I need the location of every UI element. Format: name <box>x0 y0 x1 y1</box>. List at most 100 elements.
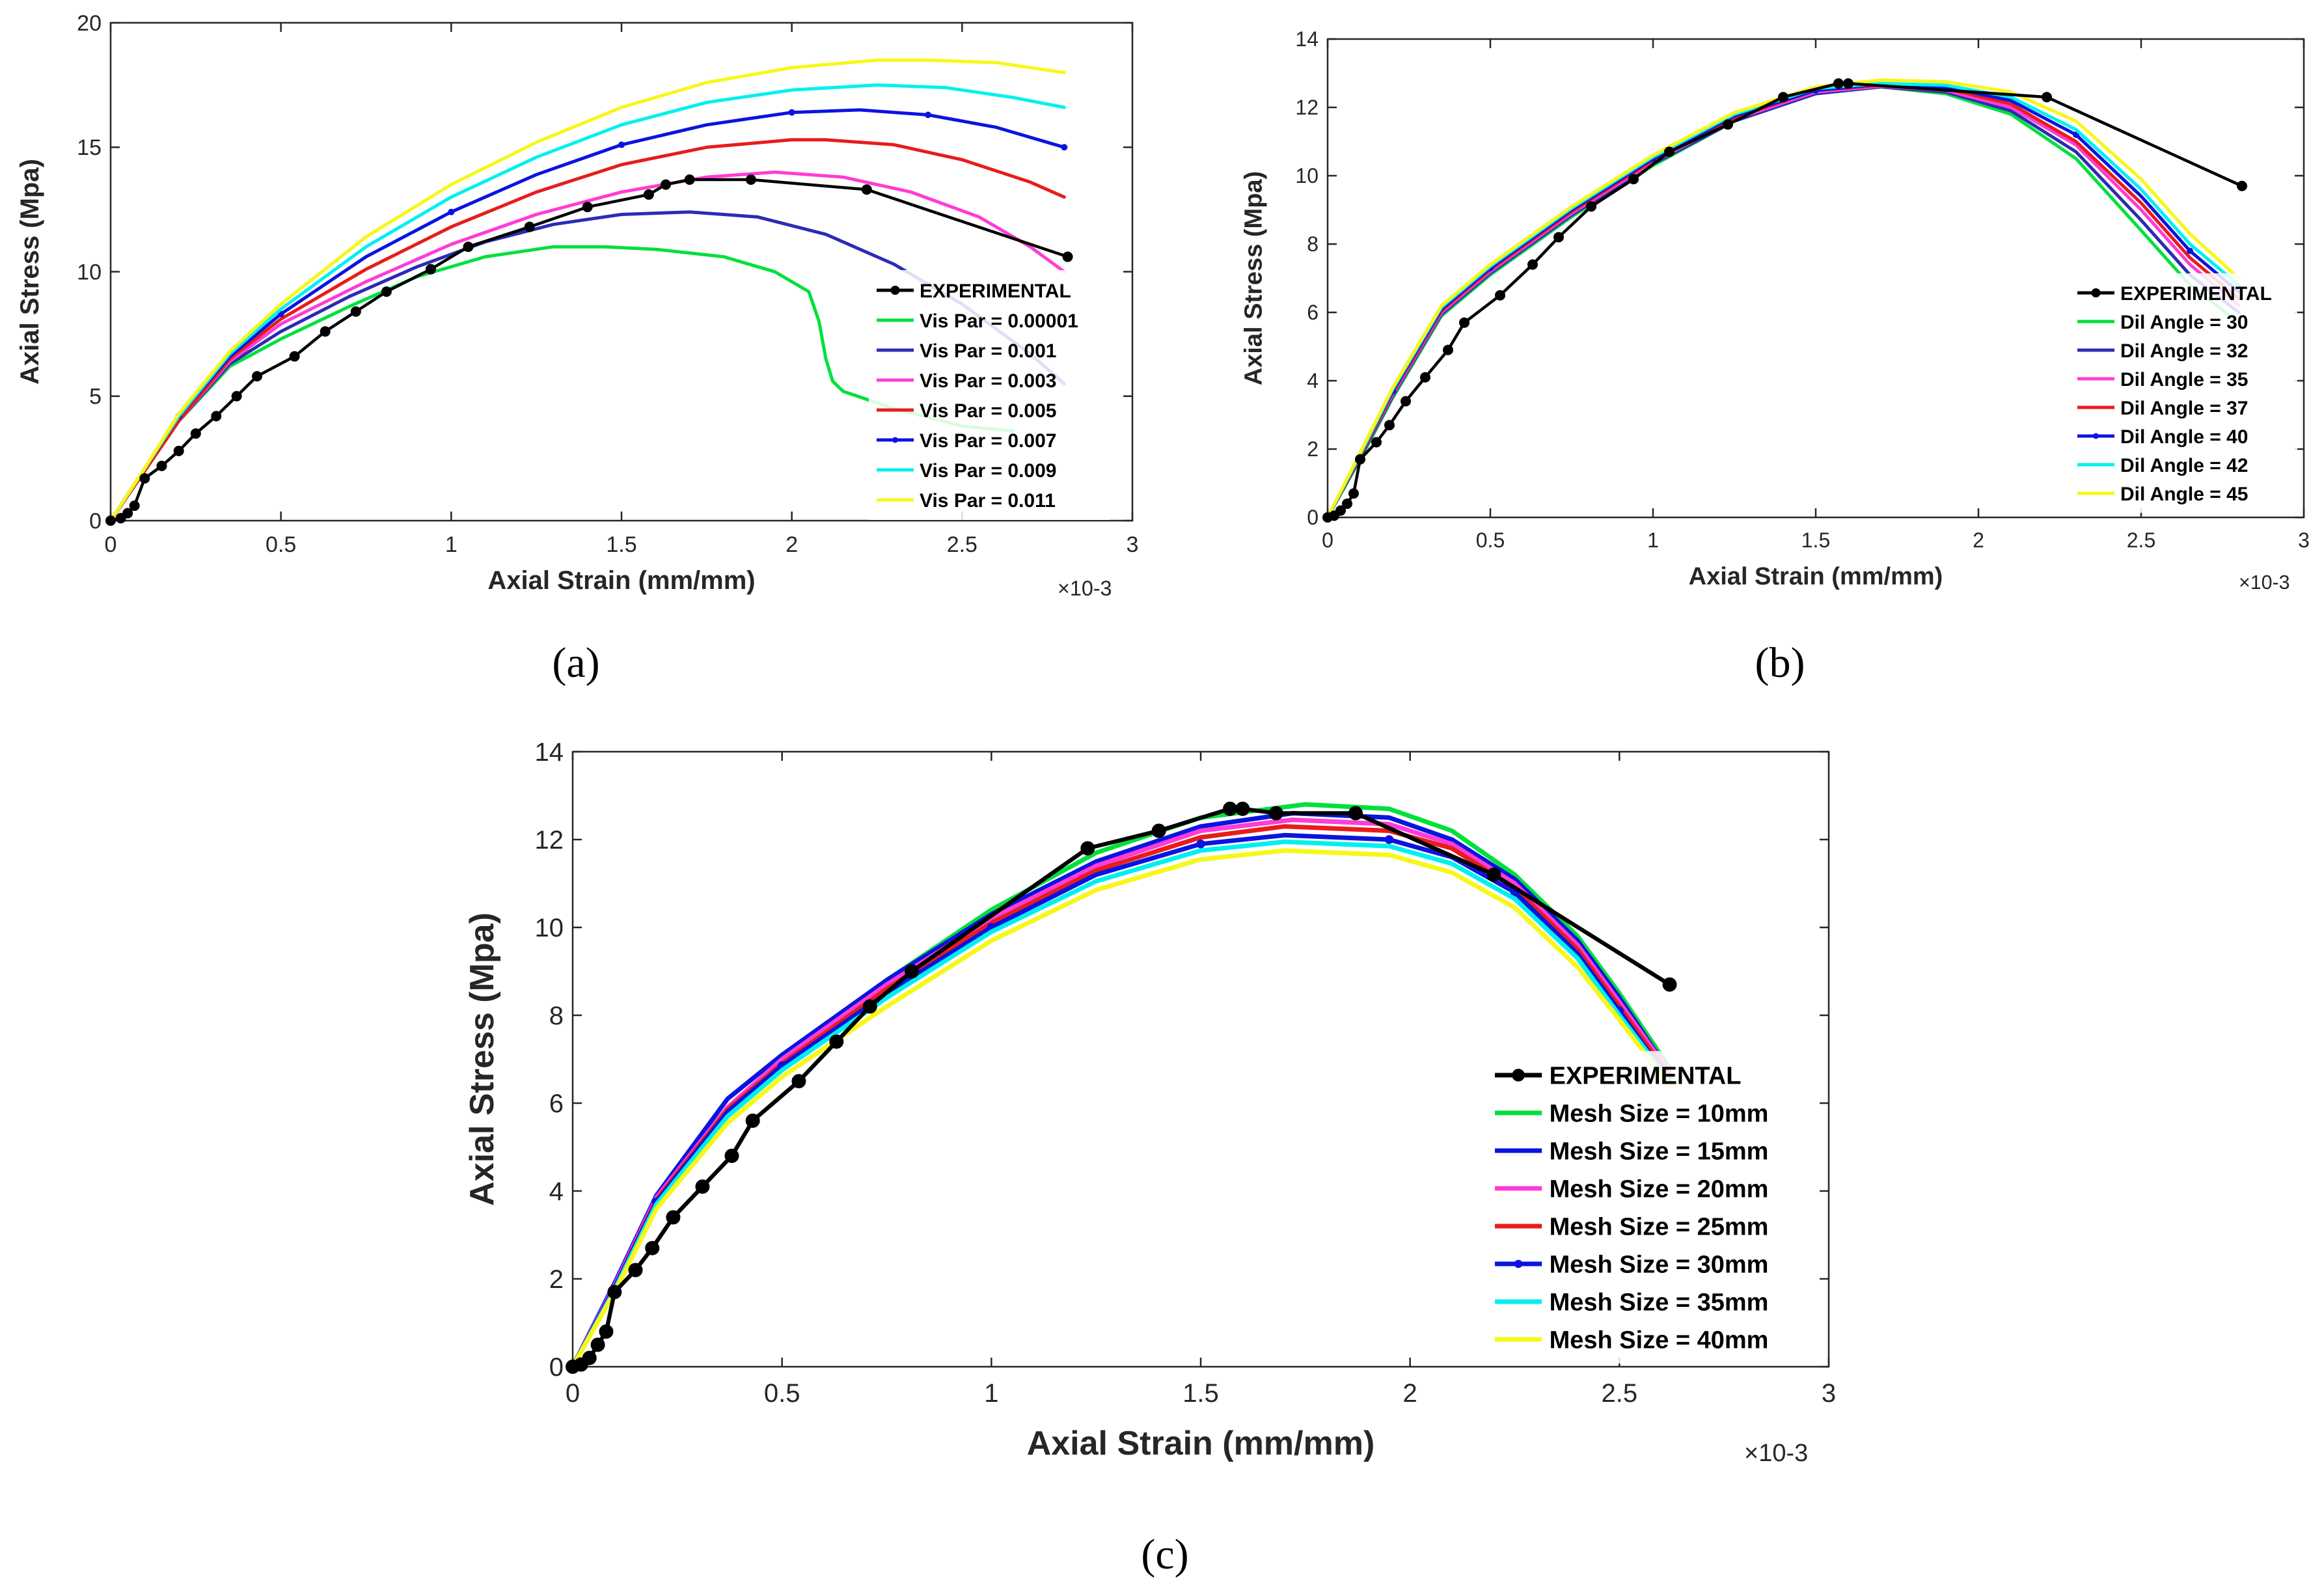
y-tick-label: 12 <box>1295 96 1319 119</box>
series-point-0 <box>231 390 242 402</box>
series-point-5 <box>788 109 795 116</box>
series-point-0 <box>1342 499 1352 509</box>
panel-c: 0 0.5 1 1.5 2 2.5 3 0 2 4 6 8 10 12 14 Axial Strain (mm… <box>463 738 1836 1578</box>
y-tick-label: 10 <box>1295 164 1319 187</box>
series-point-0 <box>2237 180 2247 191</box>
series-point-0 <box>661 179 672 190</box>
y-tick-label: 0 <box>89 509 102 534</box>
series-point-0 <box>1495 290 1505 301</box>
series-point-0 <box>1151 823 1166 838</box>
series-point-0 <box>1401 396 1411 407</box>
series-point-0 <box>599 1324 614 1339</box>
series-point-0 <box>1527 259 1538 270</box>
x-tick-label: 2 <box>1403 1379 1417 1408</box>
legend: EXPERIMENTAL Vis Par = 0.00001 Vis Par = 0… <box>869 270 1110 520</box>
legend-box <box>2070 273 2297 513</box>
panel-a: 0 0.5 1 1.5 2 2.5 3 0 5 10 15 20 Axial Strain (mm/mm… <box>16 11 1138 687</box>
series-point-0 <box>1355 454 1365 465</box>
legend-entry-6: Mesh Size = 35mm <box>1550 1289 1769 1317</box>
y-tick-label: 10 <box>535 914 564 942</box>
series-point-0 <box>684 174 695 185</box>
x-tick-label: 0 <box>105 532 117 557</box>
series-line-7 <box>109 58 1066 523</box>
panel-caption: (a) <box>552 639 599 687</box>
legend: EXPERIMENTAL Dil Angle = 30 Dil Angle = 32… <box>2070 273 2297 513</box>
legend-marker-0 <box>1512 1069 1525 1082</box>
y-tick-label: 2 <box>549 1265 564 1294</box>
legend-entry-5: Vis Par = 0.007 <box>920 430 1056 452</box>
legend-entry-3: Mesh Size = 20mm <box>1550 1176 1769 1203</box>
y-tick-label: 6 <box>1307 301 1319 324</box>
x-tick-label: 2.5 <box>2127 528 2155 552</box>
series-point-0 <box>1833 78 1844 89</box>
x-tick-label: 2 <box>1973 528 1984 552</box>
y-tick-label: 15 <box>77 135 102 160</box>
series-point-0 <box>861 184 872 195</box>
series-point-0 <box>381 286 392 297</box>
legend-entry-7: Mesh Size = 40mm <box>1550 1327 1769 1354</box>
y-tick-label: 14 <box>1295 27 1319 51</box>
series-point-0 <box>252 371 263 382</box>
series-point-0 <box>1384 420 1395 431</box>
series-point-5 <box>1384 835 1394 844</box>
series-point-0 <box>666 1210 681 1225</box>
legend-entry-6: Dil Angle = 42 <box>2120 455 2248 476</box>
legend-entry-3: Vis Par = 0.003 <box>920 370 1056 392</box>
legend-entry-7: Dil Angle = 45 <box>2120 484 2248 505</box>
legend-box <box>1487 1051 1812 1363</box>
legend-entry-0: EXPERIMENTAL <box>1550 1063 1742 1090</box>
legend-entry-5: Mesh Size = 30mm <box>1550 1252 1769 1279</box>
x-tick-label: 0 <box>1322 528 1333 552</box>
series-point-0 <box>1443 344 1453 355</box>
legend-entry-2: Dil Angle = 32 <box>2120 340 2248 362</box>
x-tick-label: 1 <box>1647 528 1659 552</box>
series-point-0 <box>1235 801 1250 816</box>
series-point-0 <box>582 1350 597 1365</box>
legend-entry-1: Dil Angle = 30 <box>2120 312 2248 333</box>
legend-entry-0: EXPERIMENTAL <box>2120 283 2272 305</box>
series-point-0 <box>862 999 877 1014</box>
series-point-0 <box>643 189 654 200</box>
y-tick-label: 4 <box>1307 369 1319 392</box>
series-point-0 <box>156 460 167 471</box>
y-tick-label: 2 <box>1307 437 1319 461</box>
x-tick-label: 3 <box>1127 532 1139 557</box>
series-point-0 <box>628 1263 643 1278</box>
legend-marker-5 <box>1514 1259 1523 1268</box>
y-axis-label: Axial Stress (Mpa) <box>16 159 44 385</box>
series-point-0 <box>1723 119 1733 130</box>
series-point-0 <box>745 1114 760 1128</box>
x-axis-label: Axial Strain (mm/mm) <box>1027 1425 1375 1462</box>
series-point-0 <box>695 1179 710 1194</box>
x-tick-label: 1.5 <box>1801 528 1830 552</box>
series-point-0 <box>289 351 300 362</box>
series-point-0 <box>645 1240 660 1255</box>
series-point-0 <box>1348 806 1363 821</box>
series-point-0 <box>724 1149 739 1163</box>
x-axis-label: Axial Strain (mm/mm) <box>487 566 755 595</box>
series-point-0 <box>1268 806 1283 821</box>
series-point-0 <box>1486 868 1501 882</box>
series-point-5 <box>2187 247 2193 254</box>
legend-marker-5 <box>2093 433 2099 439</box>
series-line-1 <box>109 245 1015 523</box>
series-line-2 <box>570 811 1672 1369</box>
series-point-0 <box>791 1074 806 1089</box>
y-tick-label: 20 <box>77 11 102 36</box>
series-point-0 <box>582 202 593 213</box>
y-tick-label: 4 <box>549 1177 564 1206</box>
legend-entry-1: Mesh Size = 10mm <box>1550 1101 1769 1128</box>
y-tick-label: 8 <box>1307 232 1319 256</box>
y-tick-label: 14 <box>535 738 564 767</box>
x-tick-label: 1.5 <box>1183 1379 1219 1408</box>
legend-entry-0: EXPERIMENTAL <box>920 281 1071 302</box>
legend-entry-6: Vis Par = 0.009 <box>920 460 1056 482</box>
series-point-0 <box>139 472 150 484</box>
series-point-0 <box>1335 505 1346 516</box>
x-tick-label: 0.5 <box>1476 528 1505 552</box>
series-point-0 <box>173 445 184 456</box>
y-tick-label: 0 <box>1307 506 1319 529</box>
y-axis-label: Axial Stress (Mpa) <box>1240 171 1267 385</box>
series-point-0 <box>1843 78 1853 89</box>
legend-entry-4: Mesh Size = 25mm <box>1550 1214 1769 1241</box>
